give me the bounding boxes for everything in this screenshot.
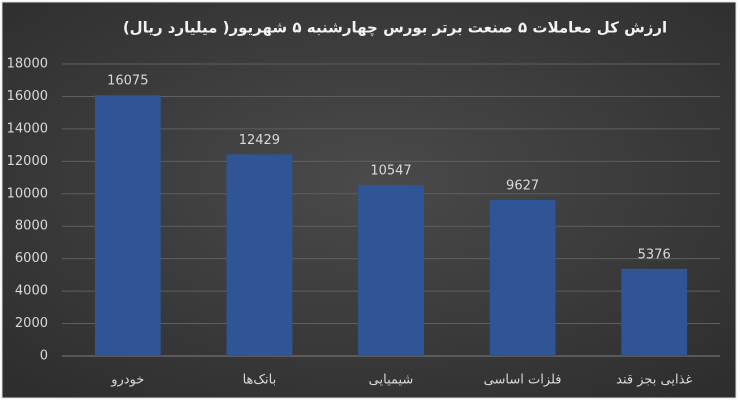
x-tick-label: خودرو xyxy=(110,373,144,388)
y-tick-label: 16000 xyxy=(7,89,48,104)
y-tick-label: 10000 xyxy=(7,186,48,201)
x-tick-label: بانک‌ها xyxy=(243,373,277,388)
y-tick-label: 0 xyxy=(40,349,48,364)
y-tick-label: 8000 xyxy=(15,219,48,234)
bar xyxy=(489,199,556,356)
y-tick-label: 14000 xyxy=(7,121,48,136)
bar xyxy=(94,95,161,356)
y-tick-label: 6000 xyxy=(15,251,48,266)
bar xyxy=(358,184,424,356)
data-label: 12429 xyxy=(239,133,280,148)
bar xyxy=(226,154,293,356)
x-tick-label: فلزات اساسی xyxy=(484,373,562,388)
y-tick-label: 18000 xyxy=(7,57,48,72)
data-label: 16075 xyxy=(107,74,148,89)
y-tick-label: 4000 xyxy=(15,284,48,299)
x-tick-label: غذایی بجز قند xyxy=(616,373,692,388)
data-label: 10547 xyxy=(370,163,411,178)
data-label: 5376 xyxy=(638,247,671,262)
bar xyxy=(621,268,688,356)
x-tick-label: شیمیایی xyxy=(369,373,414,388)
y-tick-label: 12000 xyxy=(7,154,48,169)
data-label: 9627 xyxy=(506,178,539,193)
y-tick-label: 2000 xyxy=(15,316,48,331)
chart-title: ارزش کل معاملات ۵ صنعت برتر بورس چهارشنب… xyxy=(123,19,667,38)
